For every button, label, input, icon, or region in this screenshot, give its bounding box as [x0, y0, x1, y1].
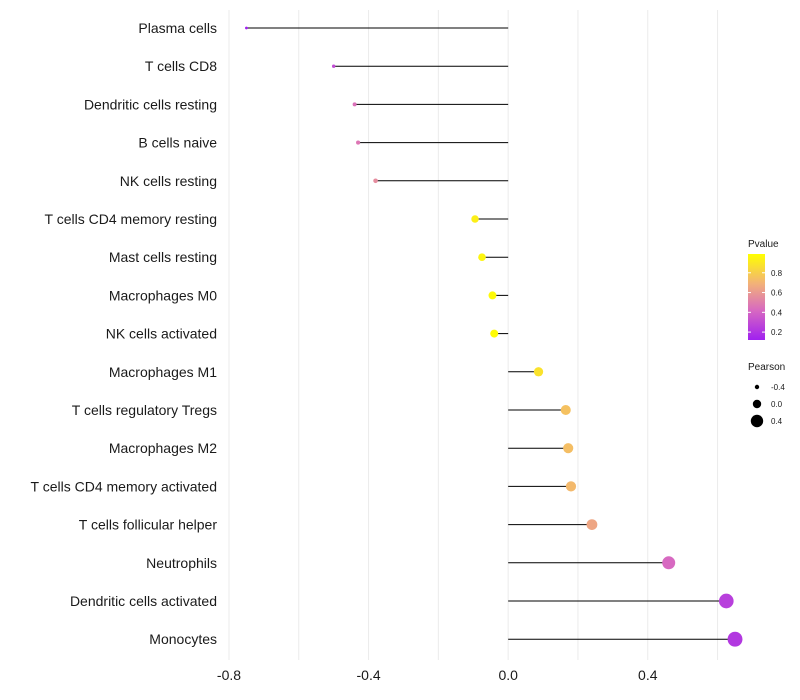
points: [245, 26, 743, 647]
size-legend-label: -0.4: [771, 383, 785, 392]
data-point: [352, 102, 357, 107]
size-legend-label: 0.0: [771, 400, 783, 409]
category-label: T cells regulatory Tregs: [72, 402, 217, 418]
size-legend-dot: [750, 414, 764, 428]
category-label: NK cells resting: [120, 173, 217, 189]
category-label: T cells CD4 memory activated: [31, 478, 217, 494]
data-point: [331, 64, 336, 68]
data-point: [533, 367, 544, 377]
category-label: Plasma cells: [138, 20, 217, 36]
x-tick-label: -0.4: [357, 667, 381, 683]
data-point: [718, 593, 734, 609]
category-label: T cells follicular helper: [79, 517, 218, 533]
legend-pvalue-title: Pvalue: [748, 239, 779, 250]
category-label: Macrophages M2: [109, 440, 217, 456]
category-labels: Plasma cells T cells CD8 Dendritic cells r…: [31, 20, 218, 647]
category-label: T cells CD4 memory resting: [45, 211, 217, 227]
category-label: Dendritic cells resting: [84, 96, 217, 112]
data-point: [373, 178, 378, 184]
size-legend-dot: [752, 399, 762, 409]
category-label: B cells naive: [138, 135, 217, 151]
data-point: [662, 556, 676, 570]
colorbar-tick-label: 0.8: [771, 269, 783, 278]
data-point: [478, 253, 486, 262]
colorbar-tick-label: 0.4: [771, 308, 783, 317]
data-point: [563, 443, 574, 454]
x-tick-label: -0.8: [217, 667, 241, 683]
x-axis-ticks: -0.8 -0.4 0.0 0.4: [217, 667, 658, 683]
category-label: Mast cells resting: [109, 249, 217, 265]
data-point: [471, 215, 479, 223]
data-point: [727, 631, 743, 647]
pvalue-colorbar: [748, 254, 765, 340]
category-label: Macrophages M0: [109, 287, 217, 303]
category-label: Monocytes: [149, 631, 217, 647]
data-point: [565, 481, 577, 492]
data-point: [488, 291, 497, 300]
x-tick-label: 0.4: [638, 667, 658, 683]
colorbar-tick-label: 0.6: [771, 289, 783, 298]
data-point: [490, 329, 499, 338]
size-legend-label: 0.4: [771, 417, 783, 426]
colorbar-tick-label: 0.2: [771, 328, 783, 337]
category-label: NK cells activated: [106, 326, 217, 342]
category-label: Dendritic cells activated: [70, 593, 217, 609]
x-tick-label: 0.0: [498, 667, 518, 683]
category-label: Macrophages M1: [109, 364, 217, 380]
legend: Pvalue 0.8 0.6 0.4 0.2 Pearson -0.4 0.0 0.4: [748, 239, 785, 428]
stems: [246, 27, 736, 640]
data-point: [560, 404, 571, 416]
data-point: [356, 140, 361, 145]
category-label: T cells CD8: [145, 58, 217, 74]
legend-pearson-title: Pearson: [748, 362, 785, 373]
size-legend-dot: [754, 384, 760, 390]
data-point: [245, 26, 248, 30]
data-point: [586, 519, 598, 530]
grid: [228, 10, 719, 660]
category-label: Neutrophils: [146, 555, 217, 571]
